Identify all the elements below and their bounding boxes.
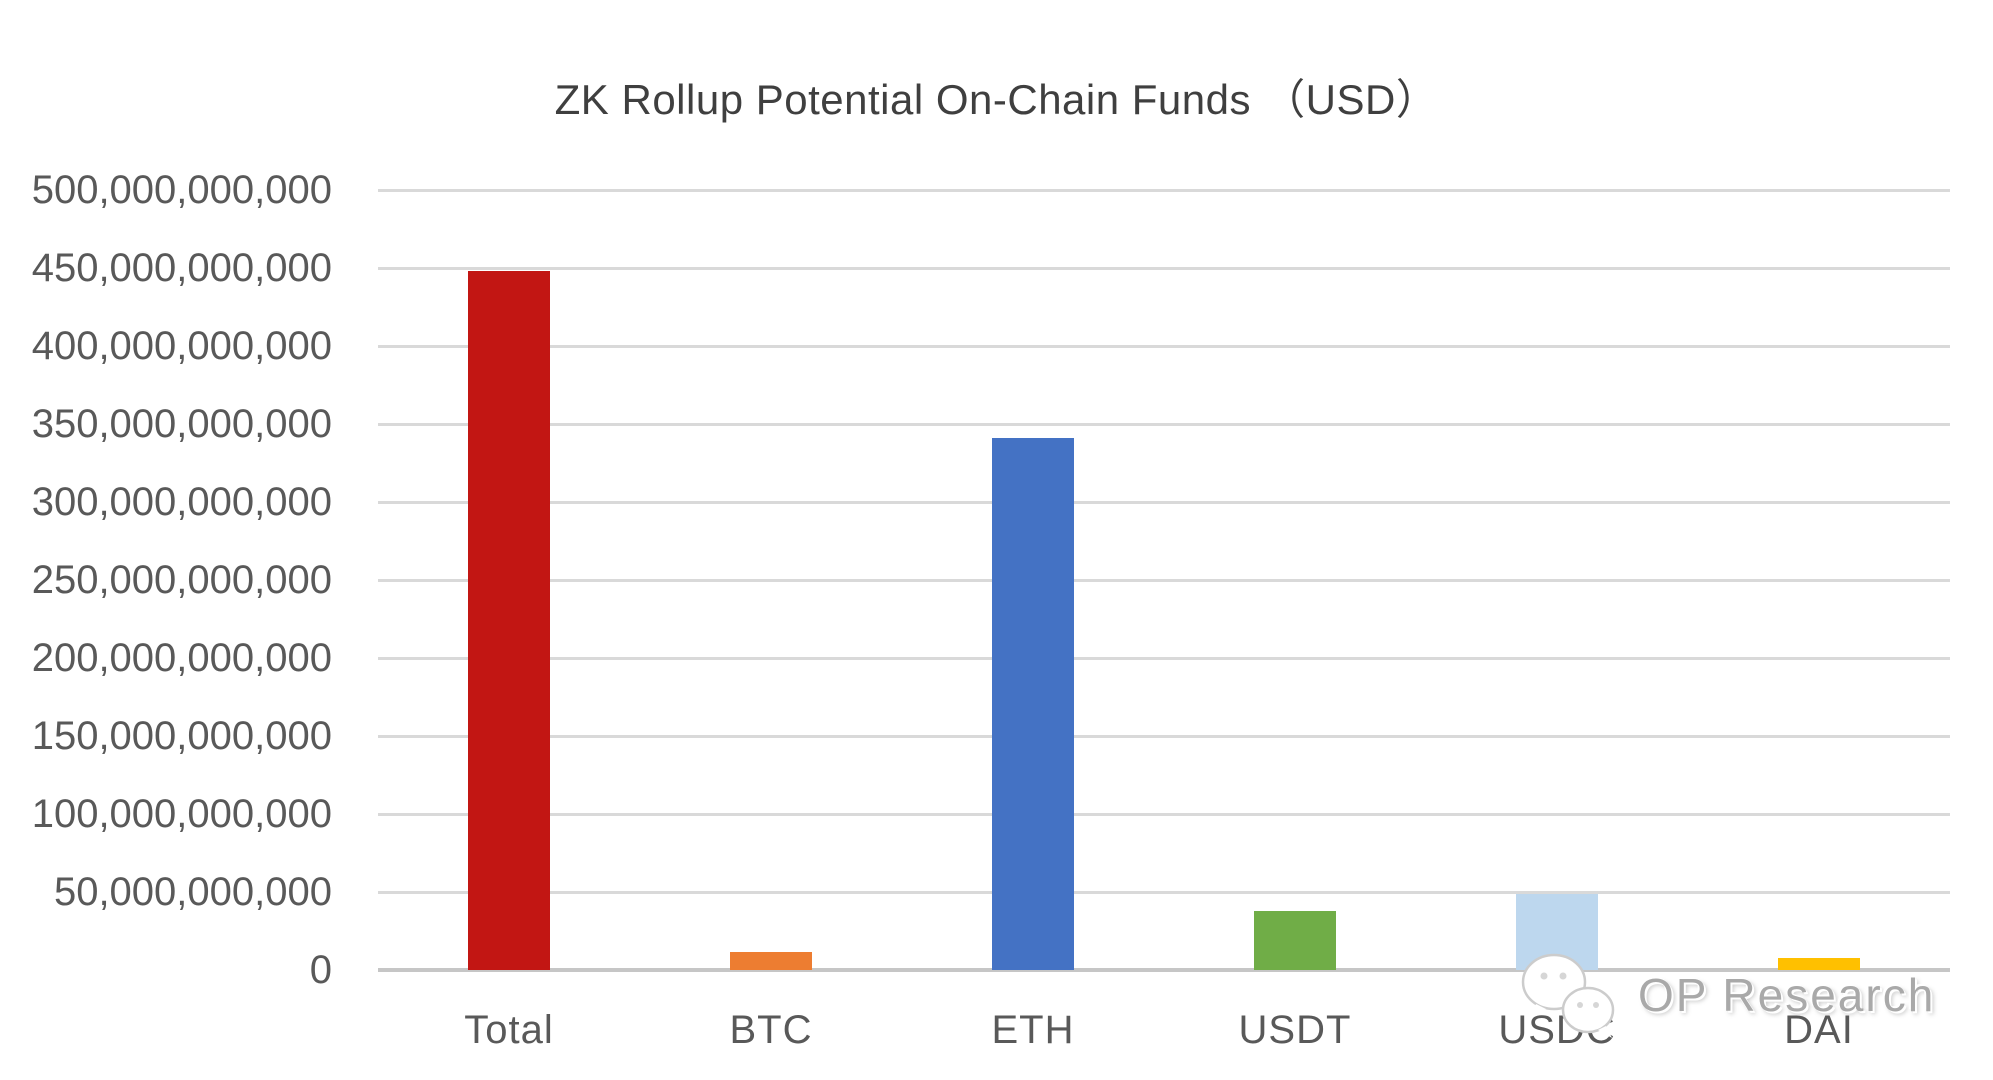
y-tick-label: 350,000,000,000: [31, 402, 332, 446]
gridline: [378, 422, 1950, 426]
x-tick-label-eth: ETH: [991, 1008, 1075, 1052]
x-tick-label-dai: DAI: [1784, 1008, 1854, 1052]
y-tick-label: 400,000,000,000: [31, 324, 332, 368]
bar-dai: [1778, 958, 1860, 970]
y-tick-label: 250,000,000,000: [31, 558, 332, 602]
y-tick-label: 450,000,000,000: [31, 246, 332, 290]
bar-total: [468, 271, 550, 970]
y-tick-label: 200,000,000,000: [31, 636, 332, 680]
bar-usdc: [1516, 894, 1598, 970]
x-tick-label-total: Total: [464, 1008, 554, 1052]
bar-eth: [992, 438, 1074, 970]
gridline: [378, 656, 1950, 660]
gridline: [378, 188, 1950, 192]
gridline: [378, 500, 1950, 504]
x-tick-label-usdc: USDC: [1498, 1008, 1616, 1052]
y-tick-label: 0: [309, 948, 332, 992]
gridline: [378, 890, 1950, 894]
y-tick-label: 100,000,000,000: [31, 792, 332, 836]
y-tick-label: 150,000,000,000: [31, 714, 332, 758]
bar-btc: [730, 952, 812, 970]
gridline: [378, 578, 1950, 582]
y-tick-label: 50,000,000,000: [53, 870, 332, 914]
x-axis-line: [378, 968, 1950, 972]
gridline: [378, 734, 1950, 738]
chart-title: ZK Rollup Potential On-Chain Funds （USD）: [554, 76, 1439, 123]
y-tick-label: 500,000,000,000: [31, 168, 332, 212]
gridline: [378, 812, 1950, 816]
bar-usdt: [1254, 911, 1336, 970]
gridline: [378, 266, 1950, 270]
x-tick-label-usdt: USDT: [1238, 1008, 1352, 1052]
y-tick-label: 300,000,000,000: [31, 480, 332, 524]
gridline: [378, 344, 1950, 348]
x-tick-label-btc: BTC: [729, 1008, 813, 1052]
